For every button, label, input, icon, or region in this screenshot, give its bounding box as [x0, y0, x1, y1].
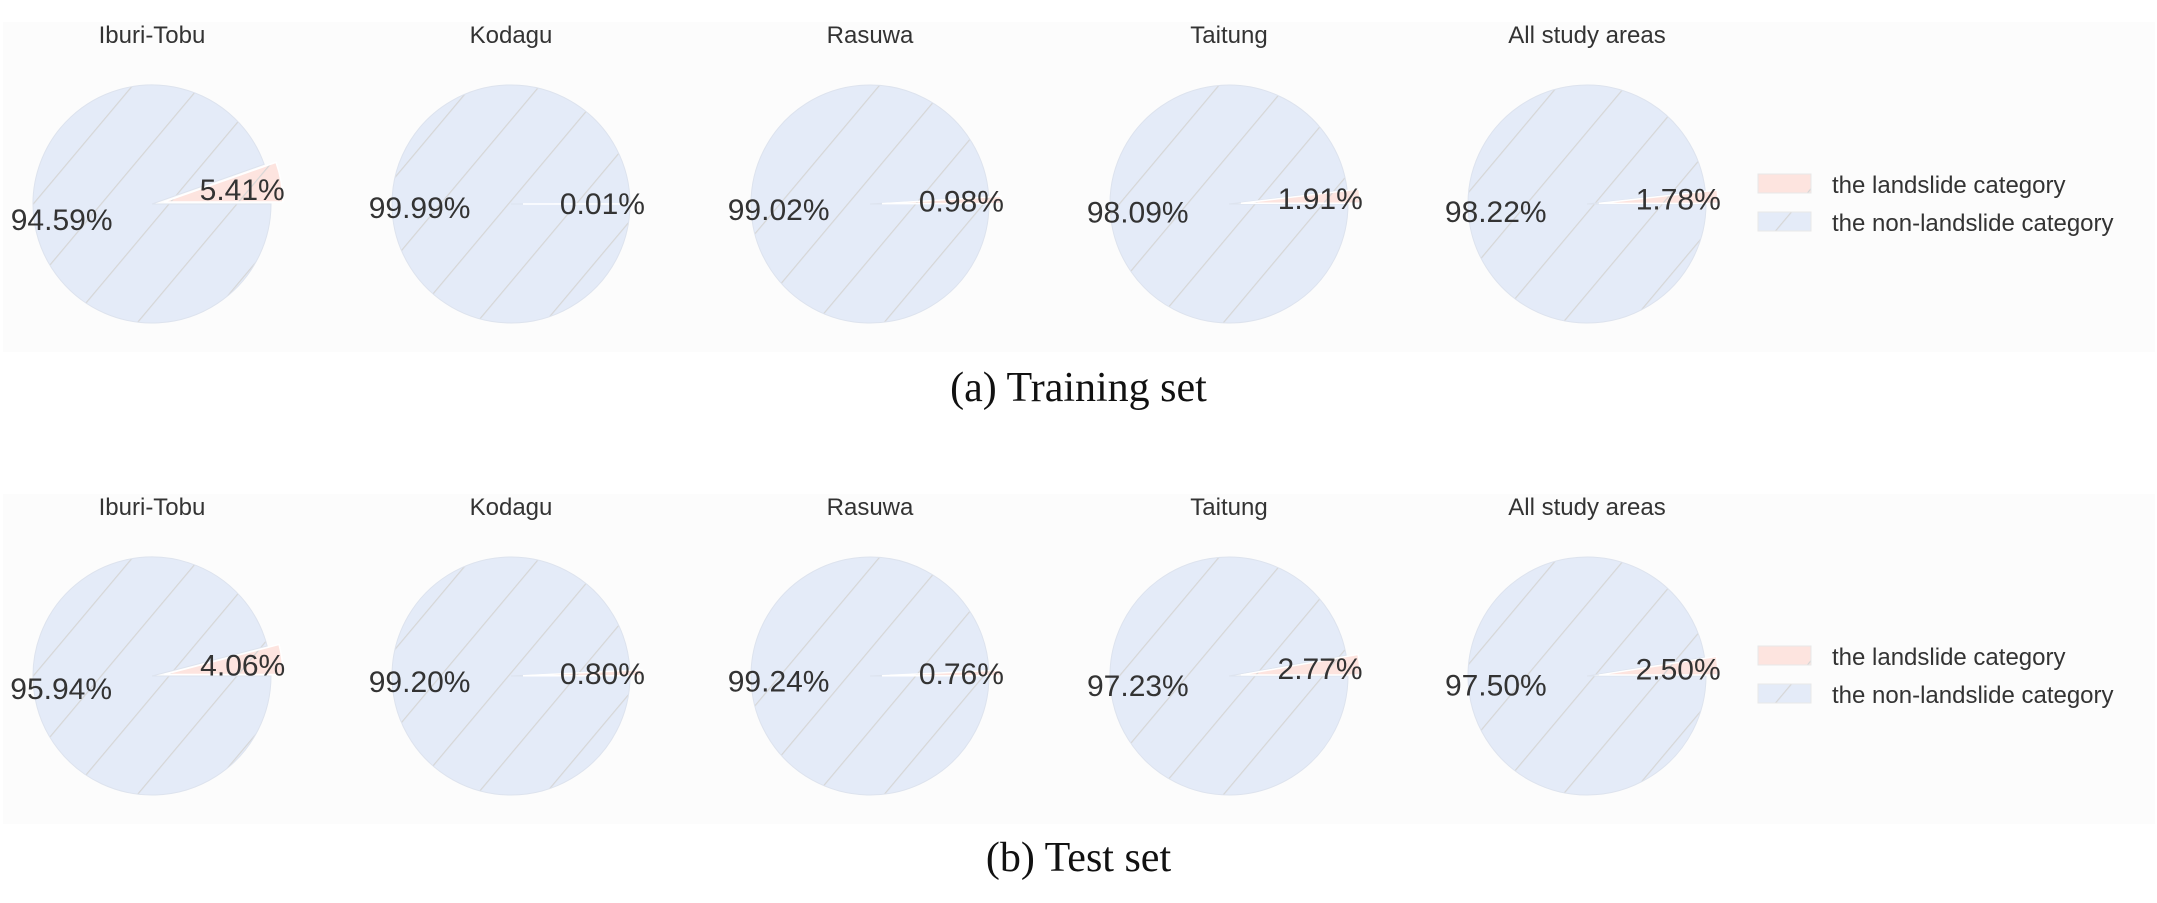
non-landslide-slice — [1467, 84, 1707, 324]
legend-swatch-non-landslide — [1757, 211, 1812, 232]
landslide-percent-label: 0.01% — [560, 188, 645, 221]
pie-row: Iburi-Tobu 5.41% 94.59% Kodagu 0.01% 99.99% Ra… — [11, 22, 2114, 324]
landslide-slice — [1598, 655, 1719, 676]
non-landslide-percent-label: 97.23% — [1087, 670, 1189, 703]
non-landslide-slice — [32, 84, 272, 324]
non-landslide-slice — [750, 556, 990, 796]
landslide-percent-label: 1.78% — [1636, 183, 1721, 216]
pie-title: All study areas — [1508, 22, 1665, 49]
pie-title: Iburi-Tobu — [99, 22, 206, 49]
legend: the landslide category the non-landslide … — [1757, 644, 2114, 709]
landslide-percent-label: 1.91% — [1278, 183, 1363, 216]
non-landslide-slice — [1109, 556, 1349, 796]
subfigure-caption: (b) Test set — [985, 835, 1172, 881]
legend-swatch-non-landslide — [1757, 683, 1812, 704]
landslide-slice — [881, 669, 1002, 677]
pie-chart-iburi-tobu: Iburi-Tobu 4.06% 95.94% — [10, 494, 285, 796]
landslide-percent-label: 4.06% — [200, 649, 285, 682]
legend-label: the non-landslide category — [1832, 210, 2114, 237]
landslide-percent-label: 0.80% — [560, 658, 645, 691]
non-landslide-percent-label: 99.20% — [369, 666, 471, 699]
legend: the landslide category the non-landslide … — [1757, 172, 2114, 237]
pie-title: Kodagu — [470, 494, 553, 521]
pie-title: Iburi-Tobu — [99, 494, 206, 521]
pie-title: Rasuwa — [827, 494, 914, 521]
landslide-percent-label: 0.98% — [919, 185, 1004, 218]
non-landslide-slice — [391, 84, 631, 324]
pie-title: Taitung — [1190, 494, 1267, 521]
pie-chart-all-study-areas: All study areas 1.78% 98.22% — [1445, 22, 1721, 324]
legend-swatch-landslide — [1757, 645, 1812, 666]
legend-label: the landslide category — [1832, 644, 2065, 671]
non-landslide-percent-label: 99.99% — [369, 192, 471, 225]
training-set-figure: Iburi-Tobu 5.41% 94.59% Kodagu 0.01% 99.99% Ra… — [10, 22, 2114, 411]
subfigure-caption: (a) Training set — [950, 365, 1207, 411]
non-landslide-slice — [750, 84, 990, 324]
non-landslide-slice — [32, 556, 272, 796]
non-landslide-percent-label: 98.22% — [1445, 196, 1547, 229]
legend-label: the landslide category — [1832, 172, 2065, 199]
non-landslide-percent-label: 95.94% — [10, 673, 112, 706]
non-landslide-percent-label: 98.09% — [1087, 196, 1189, 229]
pie-title: All study areas — [1508, 494, 1665, 521]
pie-title: Taitung — [1190, 22, 1267, 49]
pie-title: Kodagu — [470, 22, 553, 49]
legend-swatch-landslide — [1757, 173, 1812, 194]
pie-chart-kodagu: Kodagu 0.01% 99.99% — [369, 22, 645, 324]
non-landslide-percent-label: 99.02% — [728, 194, 830, 227]
landslide-percent-label: 5.41% — [200, 174, 285, 207]
pie-chart-rasuwa: Rasuwa 0.98% 99.02% — [728, 22, 1004, 324]
landslide-slice — [522, 668, 643, 677]
landslide-slice — [163, 643, 284, 676]
pie-chart-all-study-areas: All study areas 2.50% 97.50% — [1445, 494, 1721, 796]
pie-row: Iburi-Tobu 4.06% 95.94% Kodagu 0.80% 99.20% Ra… — [10, 494, 2114, 796]
landslide-percent-label: 2.77% — [1278, 653, 1363, 686]
landslide-slice — [1240, 188, 1361, 205]
non-landslide-percent-label: 99.24% — [728, 666, 830, 699]
landslide-slice — [881, 195, 1002, 205]
non-landslide-percent-label: 97.50% — [1445, 670, 1547, 703]
landslide-percent-label: 2.50% — [1636, 653, 1721, 686]
pie-title: Rasuwa — [827, 22, 914, 49]
landslide-percent-label: 0.76% — [919, 658, 1004, 691]
non-landslide-slice — [1467, 556, 1707, 796]
landslide-slice — [1598, 189, 1719, 205]
pie-chart-kodagu: Kodagu 0.80% 99.20% — [369, 494, 645, 796]
pie-chart-rasuwa: Rasuwa 0.76% 99.24% — [728, 494, 1004, 796]
pie-chart-taitung: Taitung 1.91% 98.09% — [1087, 22, 1363, 324]
non-landslide-slice — [391, 556, 631, 796]
landslide-slice — [163, 161, 284, 203]
pie-chart-taitung: Taitung 2.77% 97.23% — [1087, 494, 1363, 796]
pie-chart-iburi-tobu: Iburi-Tobu 5.41% 94.59% — [11, 22, 285, 324]
landslide-slice — [1240, 653, 1361, 676]
test-set-figure: Iburi-Tobu 4.06% 95.94% Kodagu 0.80% 99.20% Ra… — [0, 472, 2157, 903]
non-landslide-percent-label: 94.59% — [11, 204, 113, 237]
non-landslide-slice — [1109, 84, 1349, 324]
legend-label: the non-landslide category — [1832, 682, 2114, 709]
